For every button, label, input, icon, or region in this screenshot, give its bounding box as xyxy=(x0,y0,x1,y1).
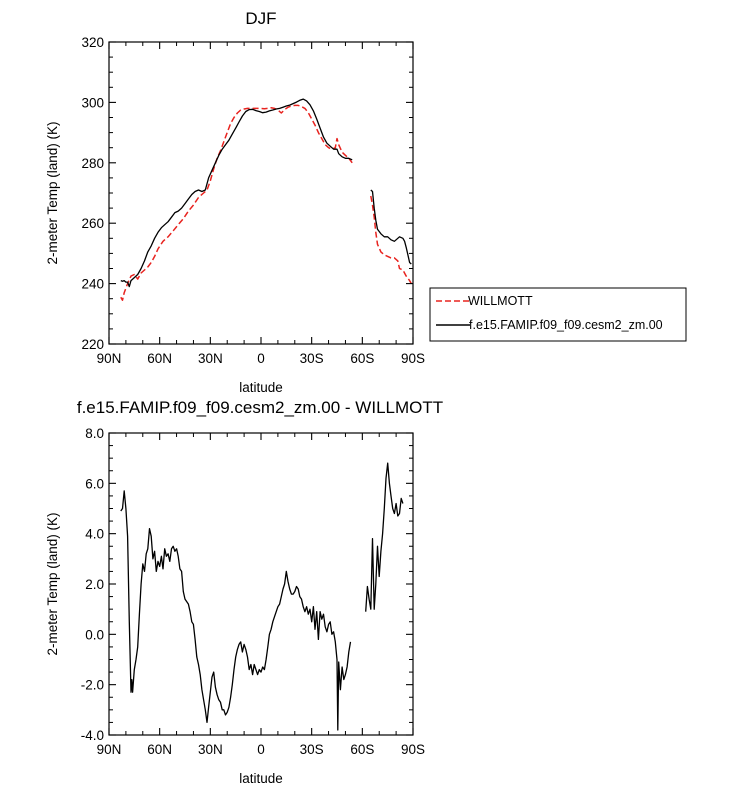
bottom-y-tick-label: 2.0 xyxy=(85,577,104,592)
legend-label-cesm2: f.e15.FAMIP.f09_f09.cesm2_zm.00 xyxy=(469,318,663,332)
bottom-x-tick-label: 30N xyxy=(198,742,223,757)
top-y-tick-label: 300 xyxy=(81,95,104,110)
bottom-x-tick-label: 60S xyxy=(350,742,374,757)
bottom-x-tick-label: 90S xyxy=(401,742,425,757)
top-series-group xyxy=(120,98,412,301)
bottom-plot-frame xyxy=(108,432,414,736)
top-series-1-line-1 xyxy=(370,189,412,265)
top-y-tick-label: 220 xyxy=(81,337,104,352)
top-x-tick-label: 30S xyxy=(300,351,324,366)
top-y-tick-label: 280 xyxy=(81,156,104,171)
legend-label-willmott: WILLMOTT xyxy=(468,294,533,308)
bottom-y-tick-label: -4.0 xyxy=(81,728,104,743)
bottom-x-tick-label: 90N xyxy=(97,742,122,757)
bottom-y-tick-label: 8.0 xyxy=(85,426,104,441)
bottom-x-tick-label: 30S xyxy=(300,742,324,757)
top-series-0-line-0 xyxy=(120,104,353,301)
top-x-tick-label: 0 xyxy=(257,351,265,366)
bottom-y-tick-label: 0.0 xyxy=(85,627,104,642)
bottom-x-axis-label: latitude xyxy=(239,771,283,786)
bottom-y-tick-label: 6.0 xyxy=(85,476,104,491)
top-plot-frame xyxy=(108,41,414,345)
bottom-axes: 90N 60N 30N 0 30S 60S 90S -4.0 -2.0 0.0 2.0 4.0 6.0 8… xyxy=(81,426,425,757)
bottom-y-tick-label: 4.0 xyxy=(85,527,104,542)
top-y-tick-label: 240 xyxy=(81,277,104,292)
top-x-tick-label: 90S xyxy=(401,351,425,366)
top-y-tick-label: 320 xyxy=(81,35,104,50)
top-x-tick-label: 30N xyxy=(198,351,223,366)
bottom-y-tick-label: -2.0 xyxy=(81,678,104,693)
top-x-axis-label: latitude xyxy=(239,380,283,395)
bottom-series-0-line-1 xyxy=(365,462,404,612)
bottom-panel: f.e15.FAMIP.f09_f09.cesm2_zm.00 - WILLMO… xyxy=(45,398,443,786)
top-chart-title: DJF xyxy=(245,9,276,28)
top-axes: 90N 60N 30N 0 30S 60S 90S 220 240 260 280 300 320 xyxy=(81,35,425,366)
top-x-tick-label: 60S xyxy=(350,351,374,366)
bottom-x-tick-label: 60N xyxy=(147,742,172,757)
bottom-y-axis-label: 2-meter Temp (land) (K) xyxy=(45,512,60,655)
top-y-axis-label: 2-meter Temp (land) (K) xyxy=(45,121,60,264)
top-x-tick-label: 60N xyxy=(147,351,172,366)
legend-box xyxy=(429,287,687,342)
top-y-tick-label: 260 xyxy=(81,216,104,231)
bottom-chart-title: f.e15.FAMIP.f09_f09.cesm2_zm.00 - WILLMO… xyxy=(77,398,443,417)
top-series-0-line-1 xyxy=(370,195,412,284)
top-series-1-line-0 xyxy=(120,98,353,288)
bottom-series-group xyxy=(120,462,404,731)
legend: WILLMOTT f.e15.FAMIP.f09_f09.cesm2_zm.00 xyxy=(429,287,687,342)
top-panel: DJF 90N 60N 30N 0 30S 60S 90S 220 240 260 280 300 32… xyxy=(45,9,425,395)
bottom-series-0-line-0 xyxy=(120,490,352,731)
top-x-tick-label: 90N xyxy=(97,351,122,366)
bottom-x-tick-label: 0 xyxy=(257,742,265,757)
